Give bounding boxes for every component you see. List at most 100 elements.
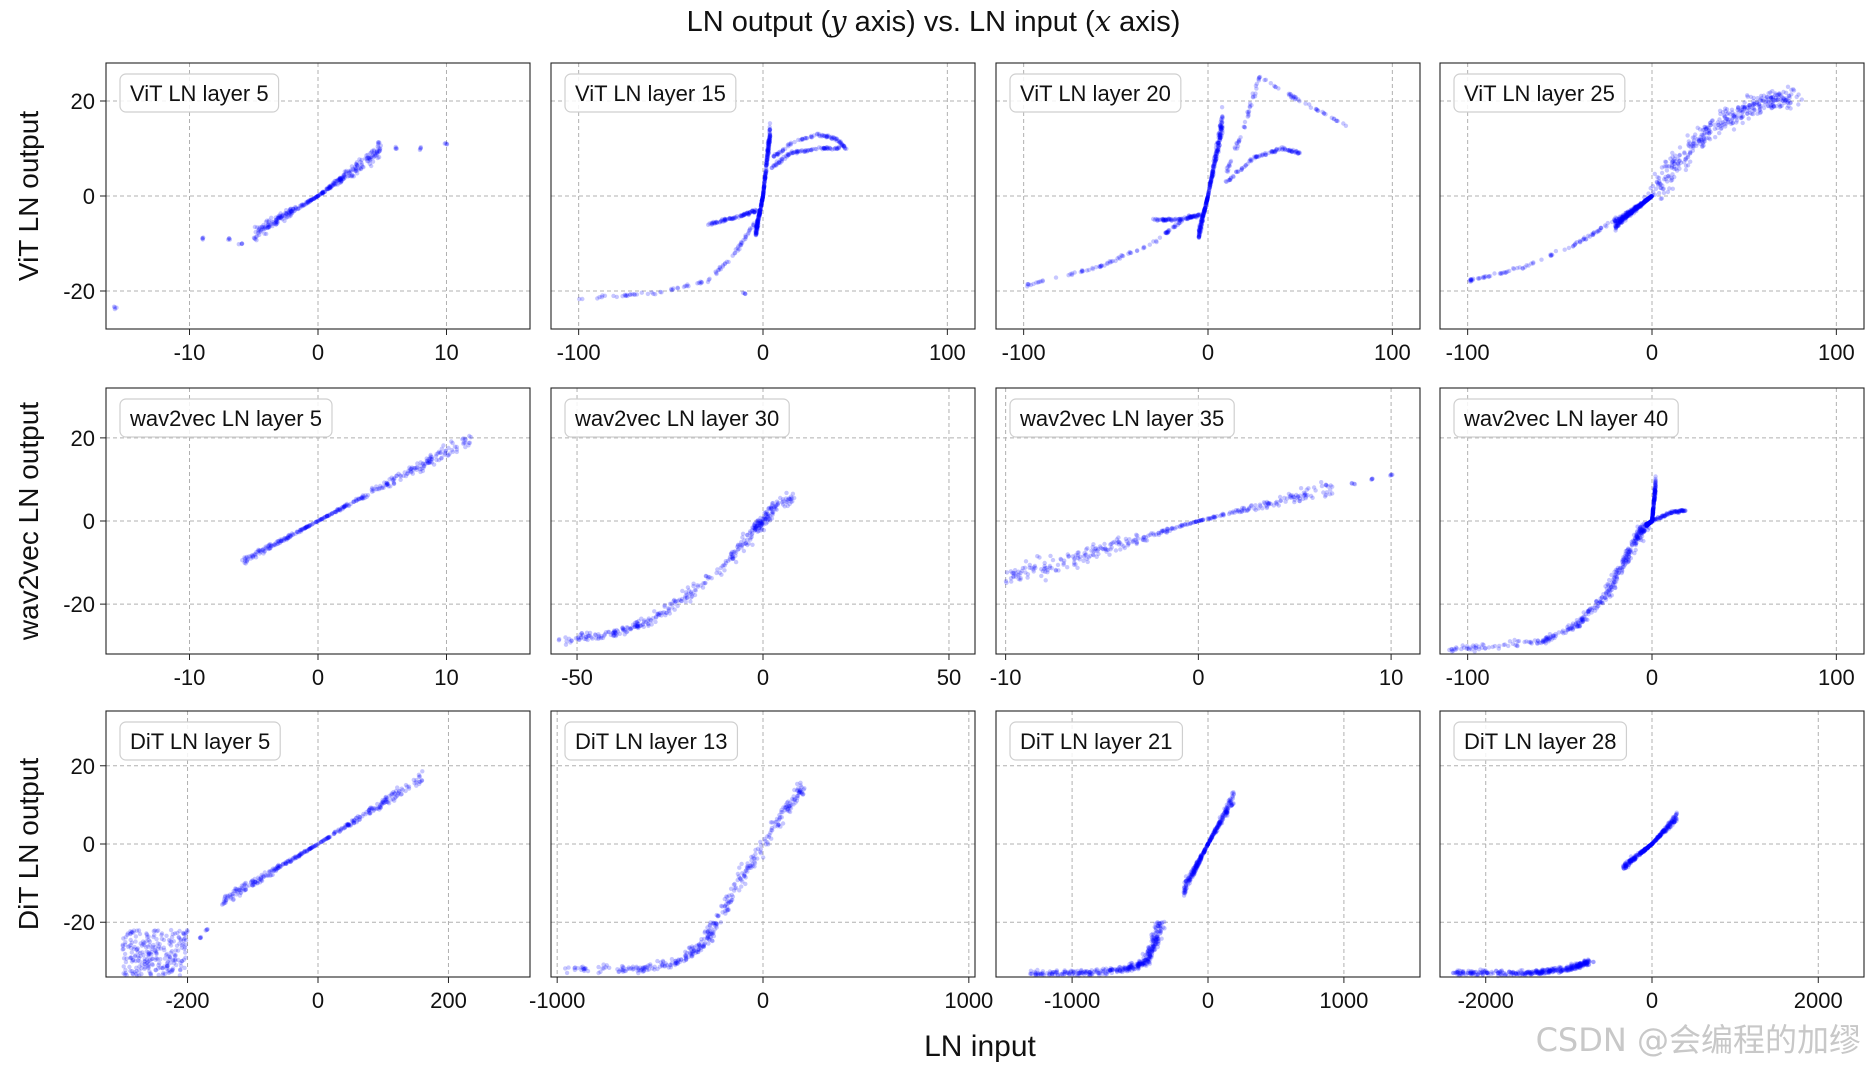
scatter-point: [740, 535, 745, 540]
scatter-point: [1659, 170, 1665, 176]
scatter-point: [1216, 147, 1221, 152]
scatter-point: [709, 220, 714, 226]
scatter-point: [756, 523, 761, 528]
scatter-point: [756, 211, 762, 217]
scatter-point: [277, 213, 283, 219]
scatter-point: [1198, 229, 1204, 234]
scatter-point: [752, 522, 757, 528]
scatter-point: [1141, 246, 1146, 251]
scatter-point: [276, 215, 282, 220]
scatter-point: [1211, 164, 1216, 170]
scatter-point: [760, 195, 765, 200]
scatter-point: [325, 186, 330, 191]
scatter-point: [770, 500, 776, 506]
scatter-point: [304, 849, 310, 854]
scatter-point: [349, 164, 355, 169]
x-tick-label: -10: [990, 665, 1022, 690]
scatter-point: [368, 155, 373, 160]
scatter-point: [756, 215, 761, 221]
scatter-point: [1644, 523, 1649, 528]
scatter-point: [761, 190, 766, 195]
scatter-point: [649, 290, 654, 295]
scatter-point: [1328, 487, 1333, 492]
scatter-point: [759, 201, 764, 206]
scatter-point: [369, 150, 374, 155]
scatter-point: [730, 216, 735, 221]
scatter-point: [274, 219, 280, 224]
scatter-point: [289, 209, 295, 214]
scatter-point: [350, 166, 355, 172]
scatter-point: [729, 551, 735, 556]
scatter-point: [1652, 489, 1657, 495]
scatter-point: [792, 139, 797, 145]
scatter-point: [300, 202, 306, 207]
scatter-point: [298, 527, 304, 533]
scatter-point: [1254, 154, 1260, 159]
scatter-point: [454, 444, 459, 450]
scatter-point: [376, 145, 381, 151]
scatter-point: [354, 162, 359, 167]
scatter-point: [756, 217, 761, 223]
scatter-point: [1697, 127, 1703, 132]
scatter-point: [764, 157, 769, 163]
scatter-points: [1467, 84, 1805, 284]
scatter-point: [1507, 639, 1513, 644]
scatter-point: [769, 165, 775, 170]
scatter-point: [1290, 149, 1295, 154]
scatter-point: [340, 176, 345, 181]
scatter-point: [261, 551, 266, 556]
scatter-point: [377, 485, 383, 491]
scatter-point: [766, 139, 771, 144]
scatter-point: [1789, 92, 1794, 97]
scatter-point: [311, 196, 316, 201]
scatter-point: [767, 132, 772, 137]
series-left-branch: [1467, 217, 1617, 284]
scatter-point: [295, 206, 300, 211]
scatter-point: [760, 194, 766, 199]
scatter-point: [366, 155, 372, 160]
scatter-point: [767, 127, 773, 132]
scatter-point: [765, 148, 770, 153]
scatter-point: [757, 208, 762, 213]
y-tick-label: 0: [83, 184, 95, 209]
scatter-point: [1213, 152, 1219, 157]
scatter-point: [1201, 211, 1206, 216]
scatter-point: [276, 216, 282, 221]
subplot-title: wav2vec LN layer 35: [1019, 406, 1224, 431]
scatter-point: [766, 146, 771, 152]
scatter-point: [283, 215, 289, 220]
scatter-point: [755, 221, 760, 226]
scatter-point: [301, 203, 306, 208]
scatter-point: [838, 140, 843, 145]
scatter-point: [1163, 217, 1169, 222]
scatter-point: [1116, 255, 1122, 260]
scatter-point: [714, 570, 719, 576]
scatter-point: [658, 289, 663, 295]
scatter-point: [651, 291, 656, 297]
scatter-point: [468, 435, 473, 440]
scatter-point: [1210, 173, 1216, 178]
scatter-point: [315, 193, 321, 199]
scatter-point: [809, 148, 814, 153]
scatter-point: [1211, 158, 1216, 164]
scatter-point: [757, 210, 762, 215]
scatter-point: [200, 236, 205, 241]
scatter-point: [1254, 81, 1260, 87]
scatter-point: [747, 210, 752, 215]
scatter-point: [291, 207, 296, 212]
scatter-point: [751, 210, 756, 215]
scatter-point: [695, 584, 700, 589]
scatter-point: [753, 233, 759, 238]
scatter-point: [758, 207, 763, 212]
scatter-point: [759, 203, 764, 208]
scatter-point: [1197, 229, 1202, 234]
scatter-point: [641, 624, 646, 629]
scatter-point: [799, 148, 805, 153]
scatter-point: [580, 296, 585, 302]
scatter-point: [1218, 133, 1223, 138]
scatter-point: [328, 184, 334, 189]
scatter-point: [756, 212, 762, 217]
scatter-point: [825, 145, 830, 150]
scatter-point: [778, 150, 784, 155]
scatter-point: [310, 844, 316, 849]
